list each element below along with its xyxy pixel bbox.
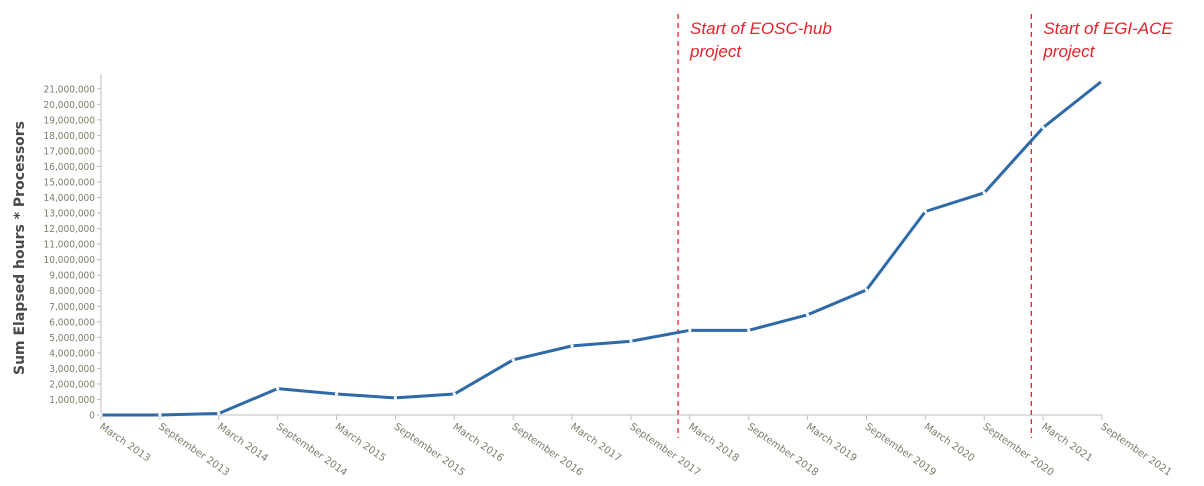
data-point <box>452 392 456 396</box>
data-point <box>688 328 692 332</box>
data-point <box>805 313 810 317</box>
x-tick-label: March 2016 <box>451 421 506 464</box>
data-point <box>982 191 986 195</box>
y-tick-label: 4,000,000 <box>49 348 95 359</box>
data-point <box>158 413 162 417</box>
annotations: Start of EOSC-hub project Start of EGI-ACE… <box>677 14 1173 438</box>
annotation-text: project <box>1042 42 1095 61</box>
x-tick-label: March 2018 <box>686 421 741 464</box>
y-tick-label: 8,000,000 <box>49 286 95 297</box>
y-tick-label: 3,000,000 <box>49 364 95 375</box>
data-point <box>276 386 280 391</box>
series <box>99 79 1104 417</box>
x-tick-label: March 2015 <box>333 421 388 464</box>
y-tick-label: 21,000,000 <box>44 84 96 95</box>
x-tick-label: March 2017 <box>568 421 623 464</box>
data-point <box>1041 126 1045 130</box>
data-point <box>393 396 398 400</box>
x-tick-label: September 2021 <box>1098 421 1173 478</box>
y-tick-label: 13,000,000 <box>44 209 96 220</box>
y-tick-label: 17,000,000 <box>44 146 96 157</box>
annotation-text: Start of EGI-ACE <box>1043 19 1173 38</box>
y-tick-label: 10,000,000 <box>44 255 96 266</box>
y-tick-label: 16,000,000 <box>44 162 96 173</box>
x-tick-label: March 2019 <box>804 421 859 464</box>
x-tick-label: March 2014 <box>215 421 270 464</box>
y-tick-label: 11,000,000 <box>44 240 96 251</box>
annotation-text: project <box>689 42 742 61</box>
x-tick-label: March 2020 <box>922 421 977 464</box>
y-tick-label: 0 <box>89 411 95 422</box>
y-tick-label: 15,000,000 <box>44 177 96 188</box>
axes: 0 1,000,000 2,000,000 3,000,000 4,000,000 5,0… <box>44 74 1173 479</box>
data-point <box>747 328 751 332</box>
data-point <box>217 411 221 416</box>
series-line <box>101 79 1103 417</box>
y-tick-label: 20,000,000 <box>44 100 96 111</box>
y-tick-label: 14,000,000 <box>44 193 96 204</box>
data-point <box>923 209 927 214</box>
y-tick-label: 9,000,000 <box>49 271 95 282</box>
y-tick-label: 1,000,000 <box>49 395 95 406</box>
data-point <box>864 288 869 292</box>
data-point <box>511 358 515 362</box>
data-point <box>570 344 574 348</box>
y-tick-label: 12,000,000 <box>44 224 96 235</box>
data-point <box>334 392 339 396</box>
x-tick-label: March 2021 <box>1039 421 1094 464</box>
y-tick-label: 2,000,000 <box>49 379 95 390</box>
x-tick-label: March 2013 <box>97 421 152 464</box>
y-axis-label: Sum Elapsed hours * Processors <box>12 121 28 375</box>
data-point <box>1100 79 1104 83</box>
data-point <box>99 413 103 417</box>
y-tick-label: 18,000,000 <box>44 131 96 142</box>
y-tick-label: 6,000,000 <box>49 317 95 328</box>
data-point <box>629 339 633 343</box>
y-tick-label: 7,000,000 <box>49 302 95 313</box>
y-tick-label: 19,000,000 <box>44 115 96 126</box>
annotation-text: Start of EOSC-hub <box>690 19 832 38</box>
y-tick-label: 5,000,000 <box>49 333 95 344</box>
